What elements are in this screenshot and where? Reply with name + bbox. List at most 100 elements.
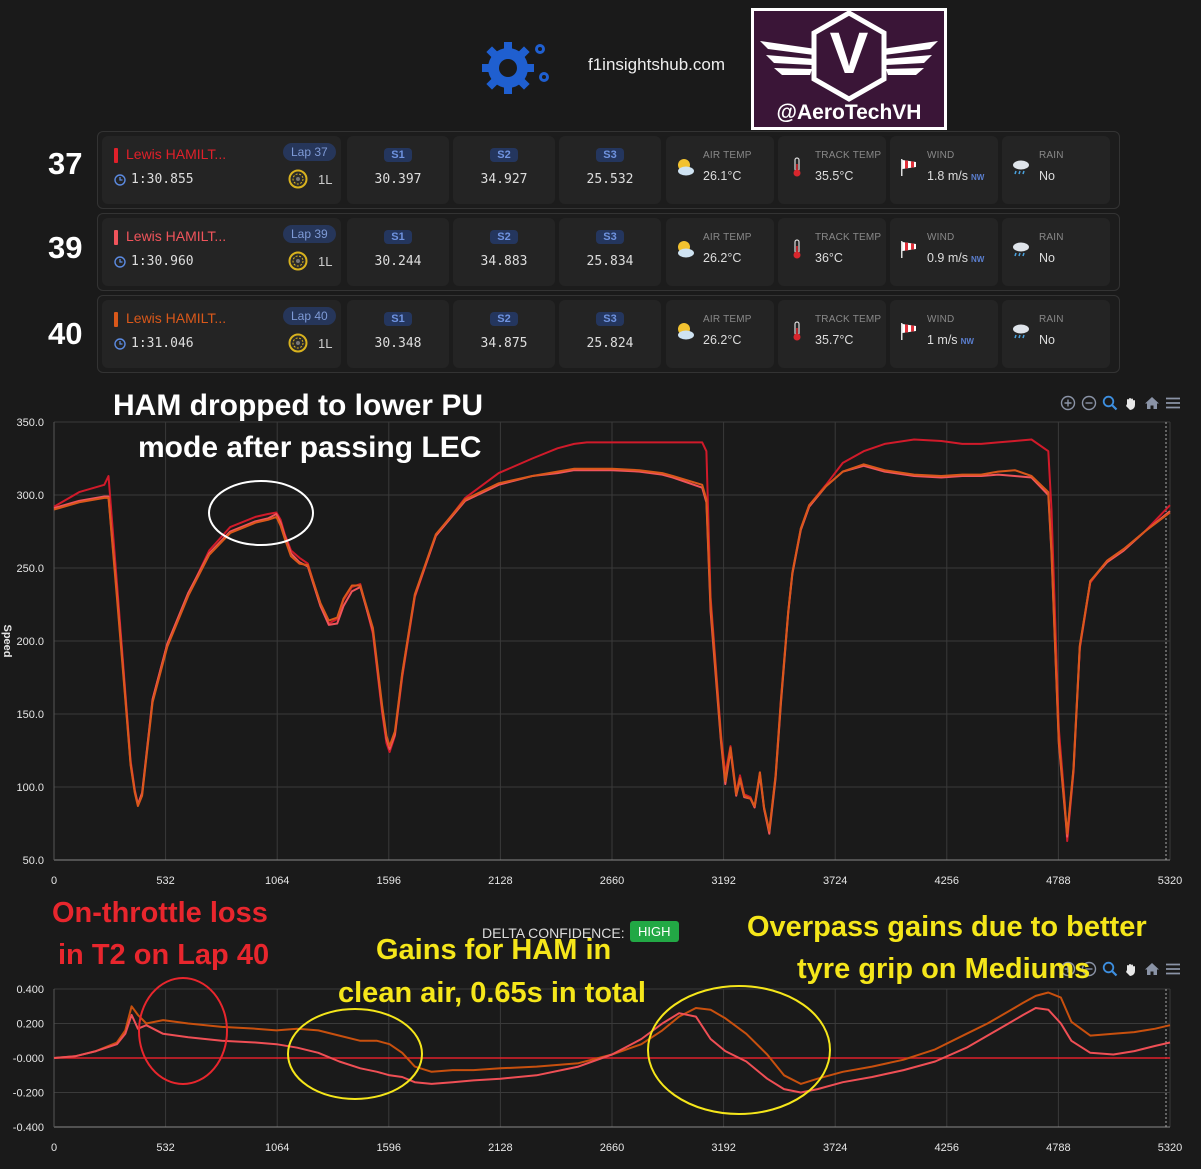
y-tick-label: 300.0 xyxy=(16,490,44,502)
air-temp-value-text: 26.1°C xyxy=(703,169,742,183)
wind-direction: NW xyxy=(971,255,985,264)
sector-3-card: S3 25.532 xyxy=(559,136,661,204)
sun-cloud-icon xyxy=(674,238,696,265)
gains-annotation-line2: clean air, 0.65s in total xyxy=(338,977,646,1009)
lap-time: 1:31.046 xyxy=(131,336,194,351)
lap-number: 40 xyxy=(48,316,83,351)
wind-label: WIND xyxy=(927,150,955,161)
sector-label: S1 xyxy=(384,230,412,244)
x-tick-label: 532 xyxy=(156,875,174,887)
zoom-in-icon[interactable] xyxy=(1060,961,1076,977)
rain-card: RAIN No xyxy=(1002,300,1110,368)
tyre-info: 1L xyxy=(318,172,333,187)
track-temp-value-text: 35.7°C xyxy=(815,333,854,347)
x-tick-label: 5320 xyxy=(1158,875,1182,887)
lap-row[interactable]: Lewis HAMILT... Lap 37 1:30.855 1L S1 30.397 S… xyxy=(97,131,1120,209)
sector-label: S1 xyxy=(384,148,412,162)
x-tick-label: 5320 xyxy=(1158,1142,1182,1154)
zoom-select-icon[interactable] xyxy=(1102,395,1118,411)
x-tick-label: 1596 xyxy=(377,875,401,887)
rain-value-text: No xyxy=(1039,251,1055,265)
sector-label: S3 xyxy=(596,148,624,162)
wind-label: WIND xyxy=(927,232,955,243)
pan-icon[interactable] xyxy=(1123,961,1139,977)
driver-card: Lewis HAMILT... Lap 37 1:30.855 1L xyxy=(102,136,341,204)
y-tick-label: 150.0 xyxy=(16,709,44,721)
sector-label: S3 xyxy=(596,312,624,326)
pan-icon[interactable] xyxy=(1123,395,1139,411)
air-temp-value: 26.1°C xyxy=(703,169,741,183)
rain-cloud-icon xyxy=(1010,320,1032,347)
track-temp-value: 36°C xyxy=(815,251,843,265)
zoom-select-icon[interactable] xyxy=(1102,961,1118,977)
sector-3-card: S3 25.824 xyxy=(559,300,661,368)
site-name[interactable]: f1insightshub.com xyxy=(588,55,726,74)
y-axis-label: Speed xyxy=(1,624,13,657)
driver-color-marker xyxy=(114,148,118,163)
overpass-annotation-line2: tyre grip on Mediums xyxy=(797,953,1091,985)
driver-name: Lewis HAMILT... xyxy=(126,310,227,326)
x-tick-label: 3192 xyxy=(711,875,735,887)
x-tick-label: 2128 xyxy=(488,875,512,887)
sector-label: S2 xyxy=(490,230,518,244)
thermometer-icon xyxy=(786,156,808,183)
clock-icon xyxy=(114,173,126,191)
menu-icon[interactable] xyxy=(1165,961,1181,977)
x-tick-label: 4256 xyxy=(935,875,959,887)
windsock-icon xyxy=(898,320,920,347)
clock-icon xyxy=(114,255,126,273)
track-temp-value-text: 35.5°C xyxy=(815,169,854,183)
driver-card: Lewis HAMILT... Lap 39 1:30.960 1L xyxy=(102,218,341,286)
track-temp-label: TRACK TEMP xyxy=(815,314,882,325)
rain-value: No xyxy=(1039,251,1055,265)
y-tick-label: 50.0 xyxy=(23,855,44,867)
zoom-out-icon[interactable] xyxy=(1081,961,1097,977)
lap-row[interactable]: Lewis HAMILT... Lap 40 1:31.046 1L S1 30.348 S… xyxy=(97,295,1120,373)
lap-number: 37 xyxy=(48,146,83,181)
sector-1-card: S1 30.348 xyxy=(347,300,449,368)
rain-card: RAIN No xyxy=(1002,136,1110,204)
y-tick-label: -0.400 xyxy=(13,1122,44,1134)
x-tick-label: 0 xyxy=(51,1142,57,1154)
air-temp-label: AIR TEMP xyxy=(703,232,752,243)
y-tick-label: -0.200 xyxy=(13,1088,44,1100)
brand-logo: V @AeroTechVH xyxy=(751,8,947,130)
x-tick-label: 1064 xyxy=(265,1142,289,1154)
x-tick-label: 4788 xyxy=(1046,1142,1070,1154)
speed-chart[interactable]: 50.0 100.0 150.0 200.0 250.0 300.0 350.0 0 532 10… xyxy=(0,390,1201,890)
pu-mode-annotation-line1: HAM dropped to lower PU xyxy=(113,389,483,422)
pu-mode-annotation-line2: mode after passing LEC xyxy=(138,431,482,464)
wind-direction: NW xyxy=(971,173,985,182)
delta-chart[interactable]: -0.400 -0.200 -0.000 0.200 0.400 0 532 1064 1596… xyxy=(0,950,1201,1169)
home-icon[interactable] xyxy=(1144,395,1160,411)
driver-color-marker xyxy=(114,312,118,327)
home-icon[interactable] xyxy=(1144,961,1160,977)
wind-value-text: 1.8 m/s xyxy=(927,169,968,183)
sector-1-card: S1 30.397 xyxy=(347,136,449,204)
lap-row[interactable]: Lewis HAMILT... Lap 39 1:30.960 1L S1 30.244 S… xyxy=(97,213,1120,291)
track-temp-card: TRACK TEMP 35.7°C xyxy=(778,300,886,368)
track-temp-value: 35.7°C xyxy=(815,333,853,347)
lap-badge: Lap 40 xyxy=(283,307,336,325)
air-temp-card: AIR TEMP 26.2°C xyxy=(666,218,774,286)
air-temp-card: AIR TEMP 26.1°C xyxy=(666,136,774,204)
x-tick-label: 3724 xyxy=(823,1142,847,1154)
sector-time: 34.883 xyxy=(480,254,528,269)
sector-2-card: S2 34.875 xyxy=(453,300,555,368)
zoom-in-icon[interactable] xyxy=(1060,395,1076,411)
x-tick-label: 532 xyxy=(156,1142,174,1154)
air-temp-value: 26.2°C xyxy=(703,333,741,347)
menu-icon[interactable] xyxy=(1165,395,1181,411)
sector-label: S2 xyxy=(490,148,518,162)
y-tick-label: 200.0 xyxy=(16,636,44,648)
track-temp-value-text: 36°C xyxy=(815,251,843,265)
wind-card: WIND 1.8 m/s NW xyxy=(890,136,998,204)
x-tick-label: 0 xyxy=(51,875,57,887)
tyre-icon xyxy=(288,251,308,276)
zoom-out-icon[interactable] xyxy=(1081,395,1097,411)
air-temp-value-text: 26.2°C xyxy=(703,333,742,347)
tyre-info: 1L xyxy=(318,254,333,269)
driver-card: Lewis HAMILT... Lap 40 1:31.046 1L xyxy=(102,300,341,368)
sector-time: 30.397 xyxy=(374,172,422,187)
y-tick-label: 0.200 xyxy=(16,1019,44,1031)
